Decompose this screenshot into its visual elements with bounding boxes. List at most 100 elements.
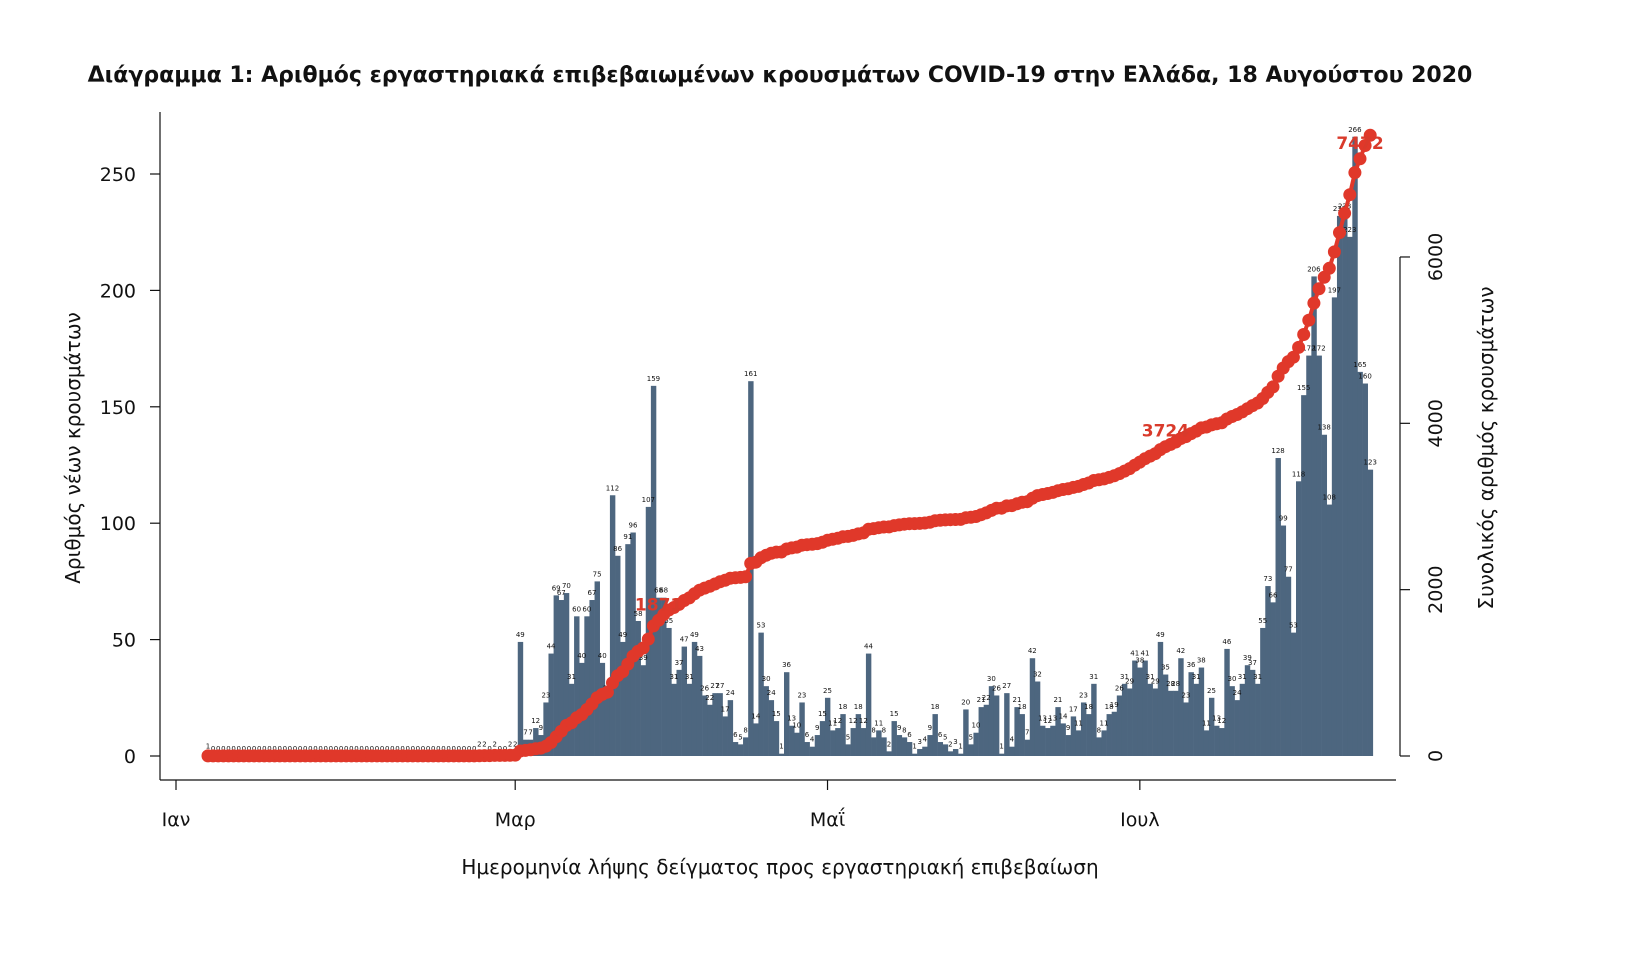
bar-value-label: 91 — [623, 533, 632, 541]
bar-value-label: 18 — [931, 703, 940, 711]
bar — [840, 714, 846, 756]
bar-value-label: 0 — [411, 745, 415, 753]
bar-value-label: 38 — [1197, 657, 1206, 665]
bar-value-label: 0 — [339, 745, 343, 753]
bar-value-label: 0 — [354, 745, 358, 753]
bar-value-label: 14 — [1059, 712, 1068, 720]
bar-value-label: 0 — [277, 745, 281, 753]
bar-value-label: 0 — [283, 745, 287, 753]
bar-value-label: 44 — [864, 643, 873, 651]
bar — [553, 595, 560, 756]
bar-value-label: 42 — [1176, 647, 1185, 655]
bar — [973, 732, 979, 756]
bar-value-label: 86 — [613, 545, 622, 553]
bar-value-label: 49 — [1156, 631, 1165, 639]
bar-value-label: 165 — [1353, 361, 1366, 369]
bar-value-label: 27 — [710, 682, 719, 690]
bar-value-label: 2 — [887, 740, 891, 748]
bar — [1034, 681, 1041, 756]
bar — [1316, 355, 1322, 756]
bar — [609, 495, 616, 756]
bar-value-label: 37 — [1248, 659, 1257, 667]
bar-value-label: 28 — [1171, 680, 1180, 688]
bar-value-label: 0 — [431, 745, 435, 753]
bar-value-label: 96 — [628, 522, 637, 530]
bar-value-label: 0 — [349, 745, 353, 753]
bar — [1121, 683, 1128, 756]
cumulative-point — [1286, 350, 1300, 364]
bar — [696, 655, 703, 756]
bar-value-label: 197 — [1328, 286, 1341, 294]
bar-value-label: 155 — [1297, 384, 1310, 392]
bar-value-label: 11 — [1074, 719, 1083, 727]
bar — [615, 555, 621, 756]
bar — [1142, 660, 1148, 756]
bar-value-label: 31 — [1146, 673, 1155, 681]
bar-value-label: 66 — [1268, 591, 1277, 599]
bar — [1296, 481, 1302, 756]
bar-value-label: 5 — [846, 733, 850, 741]
cumulative-point — [1307, 296, 1321, 310]
bar-value-label: 0 — [416, 745, 420, 753]
bar-value-label: 15 — [890, 710, 899, 718]
bar-value-label: 4 — [923, 736, 928, 744]
bar — [1050, 725, 1056, 756]
bar-value-label: 172 — [1312, 345, 1325, 353]
bar-value-label: 3 — [917, 738, 921, 746]
bar-value-label: 0 — [370, 745, 374, 753]
bar — [1106, 714, 1112, 756]
bar-value-label: 0 — [452, 745, 456, 753]
bar-value-label: 0 — [303, 745, 307, 753]
bar-value-label: 206 — [1307, 265, 1321, 273]
bar-value-label: 12 — [1043, 717, 1052, 725]
bar — [1203, 730, 1210, 756]
bar — [932, 714, 938, 756]
bar-value-label: 12 — [1217, 717, 1226, 725]
bar — [988, 686, 995, 756]
bar-value-label: 39 — [1243, 654, 1252, 662]
bar-value-label: 0 — [211, 745, 215, 753]
bar-value-label: 49 — [516, 631, 525, 639]
bar — [1285, 576, 1292, 756]
bar-value-label: 0 — [462, 745, 466, 753]
cumulative-annotation: 1871 — [635, 595, 682, 615]
bar-value-label: 58 — [634, 610, 643, 618]
bar-value-label: 159 — [647, 375, 660, 383]
bar-value-label: 23 — [541, 691, 550, 699]
bar-value-label: 38 — [1135, 657, 1144, 665]
bar-value-label: 2 — [513, 740, 517, 748]
bar-value-label: 24 — [767, 689, 776, 697]
bar — [1198, 667, 1205, 756]
bar-value-label: 60 — [582, 605, 591, 613]
bar — [855, 714, 862, 756]
bar-value-label: 77 — [1284, 566, 1293, 574]
bar-value-label: 1 — [206, 743, 210, 751]
bar-value-label: 0 — [334, 745, 338, 753]
bar-value-label: 6 — [907, 731, 912, 739]
bar-value-label: 0 — [272, 745, 276, 753]
bar-value-label: 26 — [700, 684, 709, 692]
annotations-group: 1871 3724 7472 — [635, 134, 1384, 615]
bar — [763, 686, 769, 756]
bar-value-label: 8 — [882, 726, 886, 734]
bar-value-label: 0 — [262, 745, 266, 753]
bar-value-label: 27 — [1002, 682, 1011, 690]
bar — [871, 737, 877, 756]
bar-value-label: 30 — [1228, 675, 1237, 683]
y-axis-label: Αριθμός νέων κρουσμάτων — [61, 312, 85, 584]
bar-value-label: 1 — [999, 743, 1003, 751]
bar — [794, 732, 800, 756]
bar-value-label: 31 — [1120, 673, 1129, 681]
bar-value-label: 0 — [487, 745, 491, 753]
bar-value-label: 55 — [1258, 617, 1267, 625]
bar-value-label: 23 — [797, 691, 806, 699]
bar — [784, 672, 790, 756]
bar — [952, 749, 959, 756]
y2-tick-label: 2000 — [1425, 565, 1447, 613]
bar — [824, 697, 831, 756]
bar — [1224, 648, 1230, 756]
bar-value-label: 2 — [492, 740, 496, 748]
bar — [1275, 458, 1281, 756]
bar — [1367, 469, 1374, 756]
bar-value-label: 10 — [972, 722, 981, 730]
